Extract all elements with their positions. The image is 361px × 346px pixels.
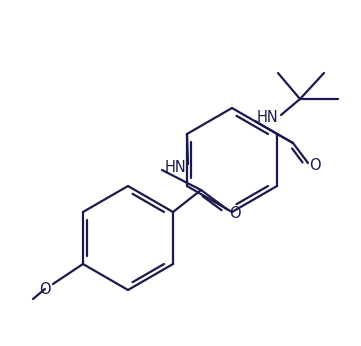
- Text: O: O: [309, 158, 321, 173]
- Text: HN: HN: [257, 110, 279, 126]
- Text: O: O: [229, 206, 241, 220]
- Text: O: O: [39, 282, 51, 297]
- Text: HN: HN: [164, 160, 186, 174]
